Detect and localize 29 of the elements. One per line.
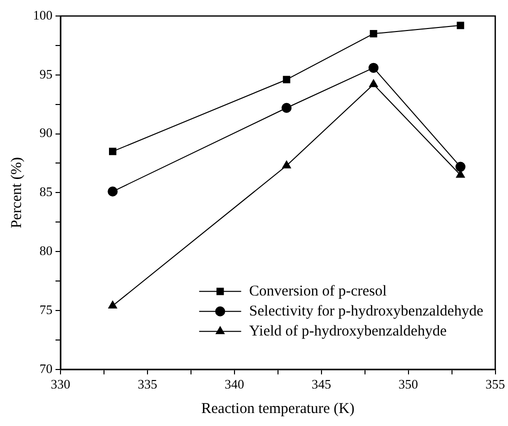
x-tick-label: 345 [312, 376, 332, 392]
y-tick-label: 95 [40, 66, 52, 82]
x-tick-label: 340 [224, 376, 244, 392]
legend-label: Conversion of p-cresol [249, 283, 387, 300]
x-tick-label: 330 [50, 376, 70, 392]
point [368, 62, 379, 73]
y-axis-title: Percent (%) [8, 157, 25, 228]
y-tick-label: 85 [40, 184, 52, 200]
y-tick-label: 80 [40, 243, 52, 258]
legend-label: Yield of p-hydroxybenzaldehyde [249, 323, 447, 340]
point [108, 186, 118, 197]
point [369, 79, 378, 88]
x-tick-label: 335 [138, 376, 158, 392]
y-tick-label: 75 [40, 302, 52, 317]
point [282, 102, 292, 113]
x-tick-label: 355 [486, 376, 505, 392]
y-tick-label: 90 [40, 125, 52, 140]
x-tick-label: 350 [398, 376, 418, 392]
y-tick-label: 70 [40, 360, 52, 376]
y-tick-label: 100 [33, 7, 52, 22]
point [108, 300, 118, 309]
point [108, 148, 116, 156]
point [282, 160, 291, 168]
point [370, 30, 378, 38]
point [456, 22, 464, 30]
point [282, 76, 290, 84]
x-axis-title: Reaction temperature (K) [201, 400, 355, 417]
legend-label: Selectivity for p-hydroxybenzaldehyde [249, 303, 484, 320]
point [455, 162, 466, 172]
